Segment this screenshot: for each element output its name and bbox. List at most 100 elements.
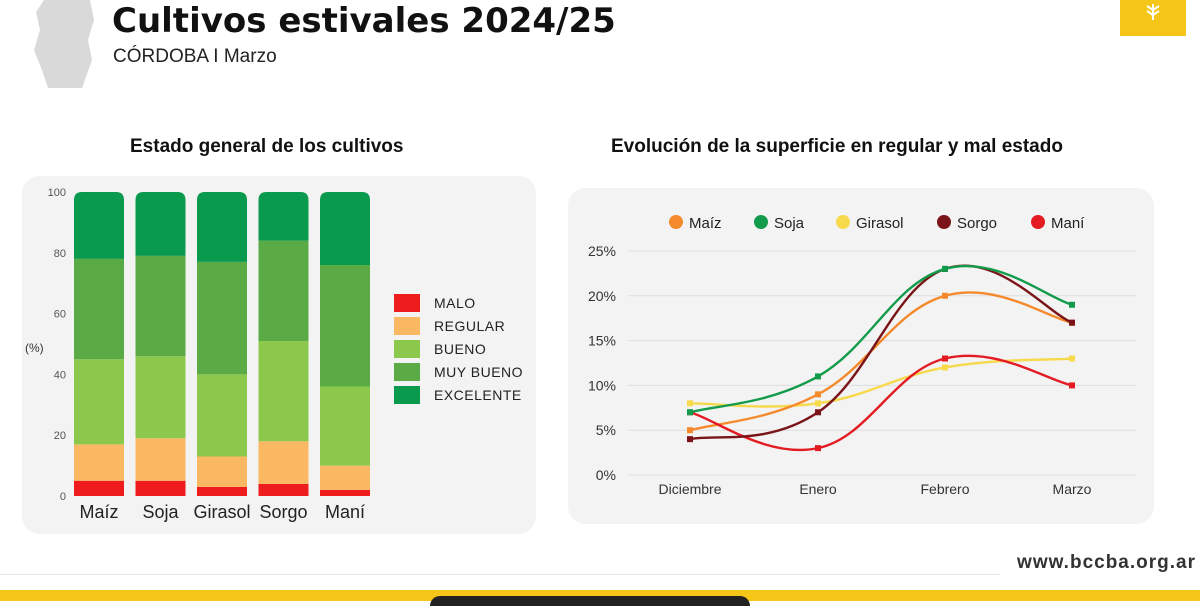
line-y-tick-label: 0% bbox=[596, 467, 616, 483]
bar-y-axis-label: (%) bbox=[25, 341, 44, 355]
legend-swatch bbox=[394, 386, 420, 404]
line-point-soja bbox=[942, 265, 948, 272]
line-point-soja bbox=[815, 373, 821, 380]
line-x-tick-label: Marzo bbox=[1053, 481, 1092, 497]
bar-segment-muy_bueno bbox=[320, 264, 370, 387]
bar-y-tick-label: 40 bbox=[54, 369, 66, 381]
bar-segment-muy_bueno bbox=[74, 258, 124, 360]
line-series-soja bbox=[689, 264, 1073, 414]
legend-label: MUY BUENO bbox=[434, 364, 524, 380]
bar-x-tick-label: Girasol bbox=[193, 502, 250, 522]
bar-y-tick-label: 0 bbox=[60, 491, 66, 503]
bar-y-tick-label: 20 bbox=[54, 430, 66, 442]
bar-x-tick-label: Maíz bbox=[79, 502, 118, 522]
page-title: Cultivos estivales 2024/25 bbox=[112, 1, 616, 41]
legend-item-bueno: BUENO bbox=[394, 340, 486, 358]
line-chart-title: Evolución de la superficie en regular y … bbox=[611, 136, 1063, 157]
bar-segment-malo bbox=[135, 480, 186, 496]
line-y-tick-label: 20% bbox=[588, 288, 616, 304]
line-series-sorgo bbox=[689, 264, 1073, 441]
line-series-girasol bbox=[689, 357, 1073, 408]
wheat-icon bbox=[1146, 4, 1160, 20]
bottom-bar bbox=[0, 590, 1200, 606]
footer-divider bbox=[0, 574, 1000, 575]
line-point-mani bbox=[942, 355, 948, 362]
legend-swatch bbox=[394, 363, 420, 381]
page-subtitle: CÓRDOBA I Marzo bbox=[113, 46, 277, 67]
bar-segment-regular bbox=[74, 444, 124, 481]
legend-label: MALO bbox=[434, 295, 476, 311]
legend-item-malo: MALO bbox=[394, 294, 476, 312]
line-legend-marker-soja bbox=[754, 215, 768, 229]
line-y-tick-label: 25% bbox=[588, 243, 616, 259]
line-legend-marker-mani bbox=[1031, 215, 1045, 229]
bar-segment-malo bbox=[258, 483, 309, 496]
bccba-logo bbox=[1120, 0, 1186, 36]
line-series-mani bbox=[689, 354, 1073, 452]
bar-segment-muy_bueno bbox=[197, 261, 247, 375]
bar-segment-excelente bbox=[320, 192, 370, 265]
legend-label: REGULAR bbox=[434, 318, 506, 334]
bar-segment-bueno bbox=[258, 340, 309, 442]
line-point-girasol bbox=[687, 400, 693, 407]
line-legend-label-soja: Soja bbox=[774, 215, 805, 232]
bar-y-tick-label: 80 bbox=[54, 248, 66, 260]
bar-segment-bueno bbox=[320, 386, 370, 466]
legend-swatch bbox=[394, 317, 420, 335]
line-x-tick-label: Diciembre bbox=[658, 481, 721, 497]
line-point-maiz bbox=[942, 292, 948, 299]
line-point-maiz bbox=[815, 391, 821, 398]
line-x-tick-label: Febrero bbox=[920, 481, 969, 497]
legend-item-regular: REGULAR bbox=[394, 317, 505, 335]
bar-segment-excelente bbox=[135, 192, 186, 256]
line-series-maiz bbox=[689, 291, 1073, 432]
cordoba-map-icon bbox=[34, 0, 94, 88]
legend-swatch bbox=[394, 340, 420, 358]
line-legend-label-sorgo: Sorgo bbox=[957, 215, 997, 232]
line-legend-label-girasol: Girasol bbox=[856, 215, 904, 232]
bar-segment-regular bbox=[197, 456, 247, 487]
bar-segment-excelente bbox=[197, 192, 247, 262]
line-legend-label-maiz: Maíz bbox=[689, 215, 722, 232]
line-y-tick-label: 10% bbox=[588, 377, 616, 393]
bar-segment-bueno bbox=[135, 356, 186, 439]
bar-segment-regular bbox=[258, 441, 309, 484]
line-x-tick-label: Enero bbox=[799, 481, 837, 497]
bar-segment-muy_bueno bbox=[258, 240, 309, 341]
bar-x-tick-label: Soja bbox=[142, 502, 179, 522]
legend-item-excelente: EXCELENTE bbox=[394, 386, 522, 404]
line-point-soja bbox=[687, 409, 693, 416]
line-point-girasol bbox=[815, 400, 821, 407]
line-point-mani bbox=[815, 445, 821, 452]
bar-segment-regular bbox=[320, 465, 370, 490]
line-y-tick-label: 5% bbox=[596, 422, 616, 438]
bar-x-tick-label: Maní bbox=[325, 502, 365, 522]
website-url[interactable]: www.bccba.org.ar bbox=[1017, 552, 1196, 573]
line-chart-panel bbox=[568, 188, 1154, 524]
line-y-tick-label: 15% bbox=[588, 333, 616, 349]
line-legend-marker-girasol bbox=[836, 215, 850, 229]
bar-segment-malo bbox=[197, 486, 247, 496]
legend-item-muy_bueno: MUY BUENO bbox=[394, 363, 523, 381]
line-legend-label-mani: Maní bbox=[1051, 215, 1085, 232]
legend-label: BUENO bbox=[434, 341, 487, 357]
bar-segment-bueno bbox=[74, 359, 124, 445]
line-point-sorgo bbox=[687, 436, 693, 443]
bar-segment-regular bbox=[135, 438, 186, 481]
line-legend-marker-sorgo bbox=[937, 215, 951, 229]
line-point-mani bbox=[1069, 382, 1075, 389]
line-point-girasol bbox=[1069, 355, 1075, 362]
line-legend-marker-maiz bbox=[669, 215, 683, 229]
line-point-sorgo bbox=[815, 409, 821, 416]
bar-segment-malo bbox=[320, 489, 370, 496]
bar-segment-muy_bueno bbox=[135, 255, 186, 357]
bar-segment-excelente bbox=[74, 192, 124, 259]
legend-label: EXCELENTE bbox=[434, 387, 522, 403]
line-point-girasol bbox=[942, 364, 948, 371]
bar-segment-excelente bbox=[258, 192, 309, 241]
line-point-soja bbox=[1069, 301, 1075, 308]
line-point-sorgo bbox=[1069, 319, 1075, 326]
bar-x-tick-label: Sorgo bbox=[259, 502, 307, 522]
